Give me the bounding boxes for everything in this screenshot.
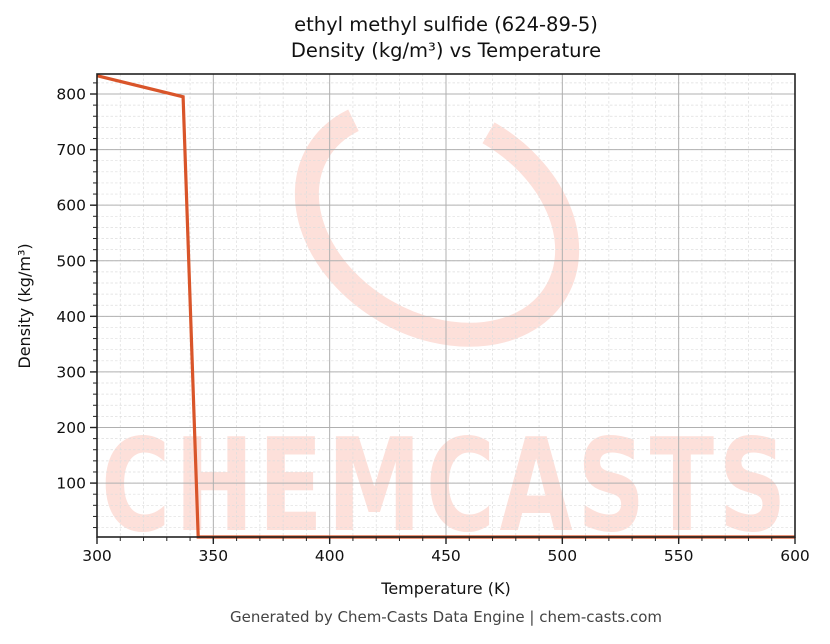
footer-credit: Generated by Chem-Casts Data Engine | ch… <box>229 608 663 626</box>
y-tick-label: 300 <box>56 363 86 381</box>
chart-title-line1: ethyl methyl sulfide (624-89-5) <box>294 13 598 36</box>
y-tick-label: 500 <box>56 252 86 270</box>
x-tick-label: 400 <box>315 547 345 565</box>
y-tick-labels: 100 200 300 400 500 600 700 800 <box>56 86 86 493</box>
x-tick-label: 600 <box>780 547 810 565</box>
x-tick-label: 550 <box>664 547 694 565</box>
y-tick-label: 100 <box>56 475 86 493</box>
y-tick-label: 700 <box>56 141 86 159</box>
x-tick-label: 500 <box>548 547 578 565</box>
x-tick-label: 300 <box>82 547 112 565</box>
x-tick-label: 450 <box>431 547 461 565</box>
chart-title-line2: Density (kg/m³) vs Temperature <box>290 39 602 62</box>
y-tick-label: 200 <box>56 419 86 437</box>
y-tick-label: 400 <box>56 308 86 326</box>
y-tick-label: 600 <box>56 197 86 215</box>
y-tick-label: 800 <box>56 86 86 104</box>
x-axis-label: Temperature (K) <box>380 579 510 598</box>
x-tick-labels: 300 350 400 450 500 550 600 <box>82 547 810 565</box>
x-tick-label: 350 <box>199 547 229 565</box>
y-axis-label: Density (kg/m³) <box>15 243 34 368</box>
axis-ticks <box>90 82 796 544</box>
